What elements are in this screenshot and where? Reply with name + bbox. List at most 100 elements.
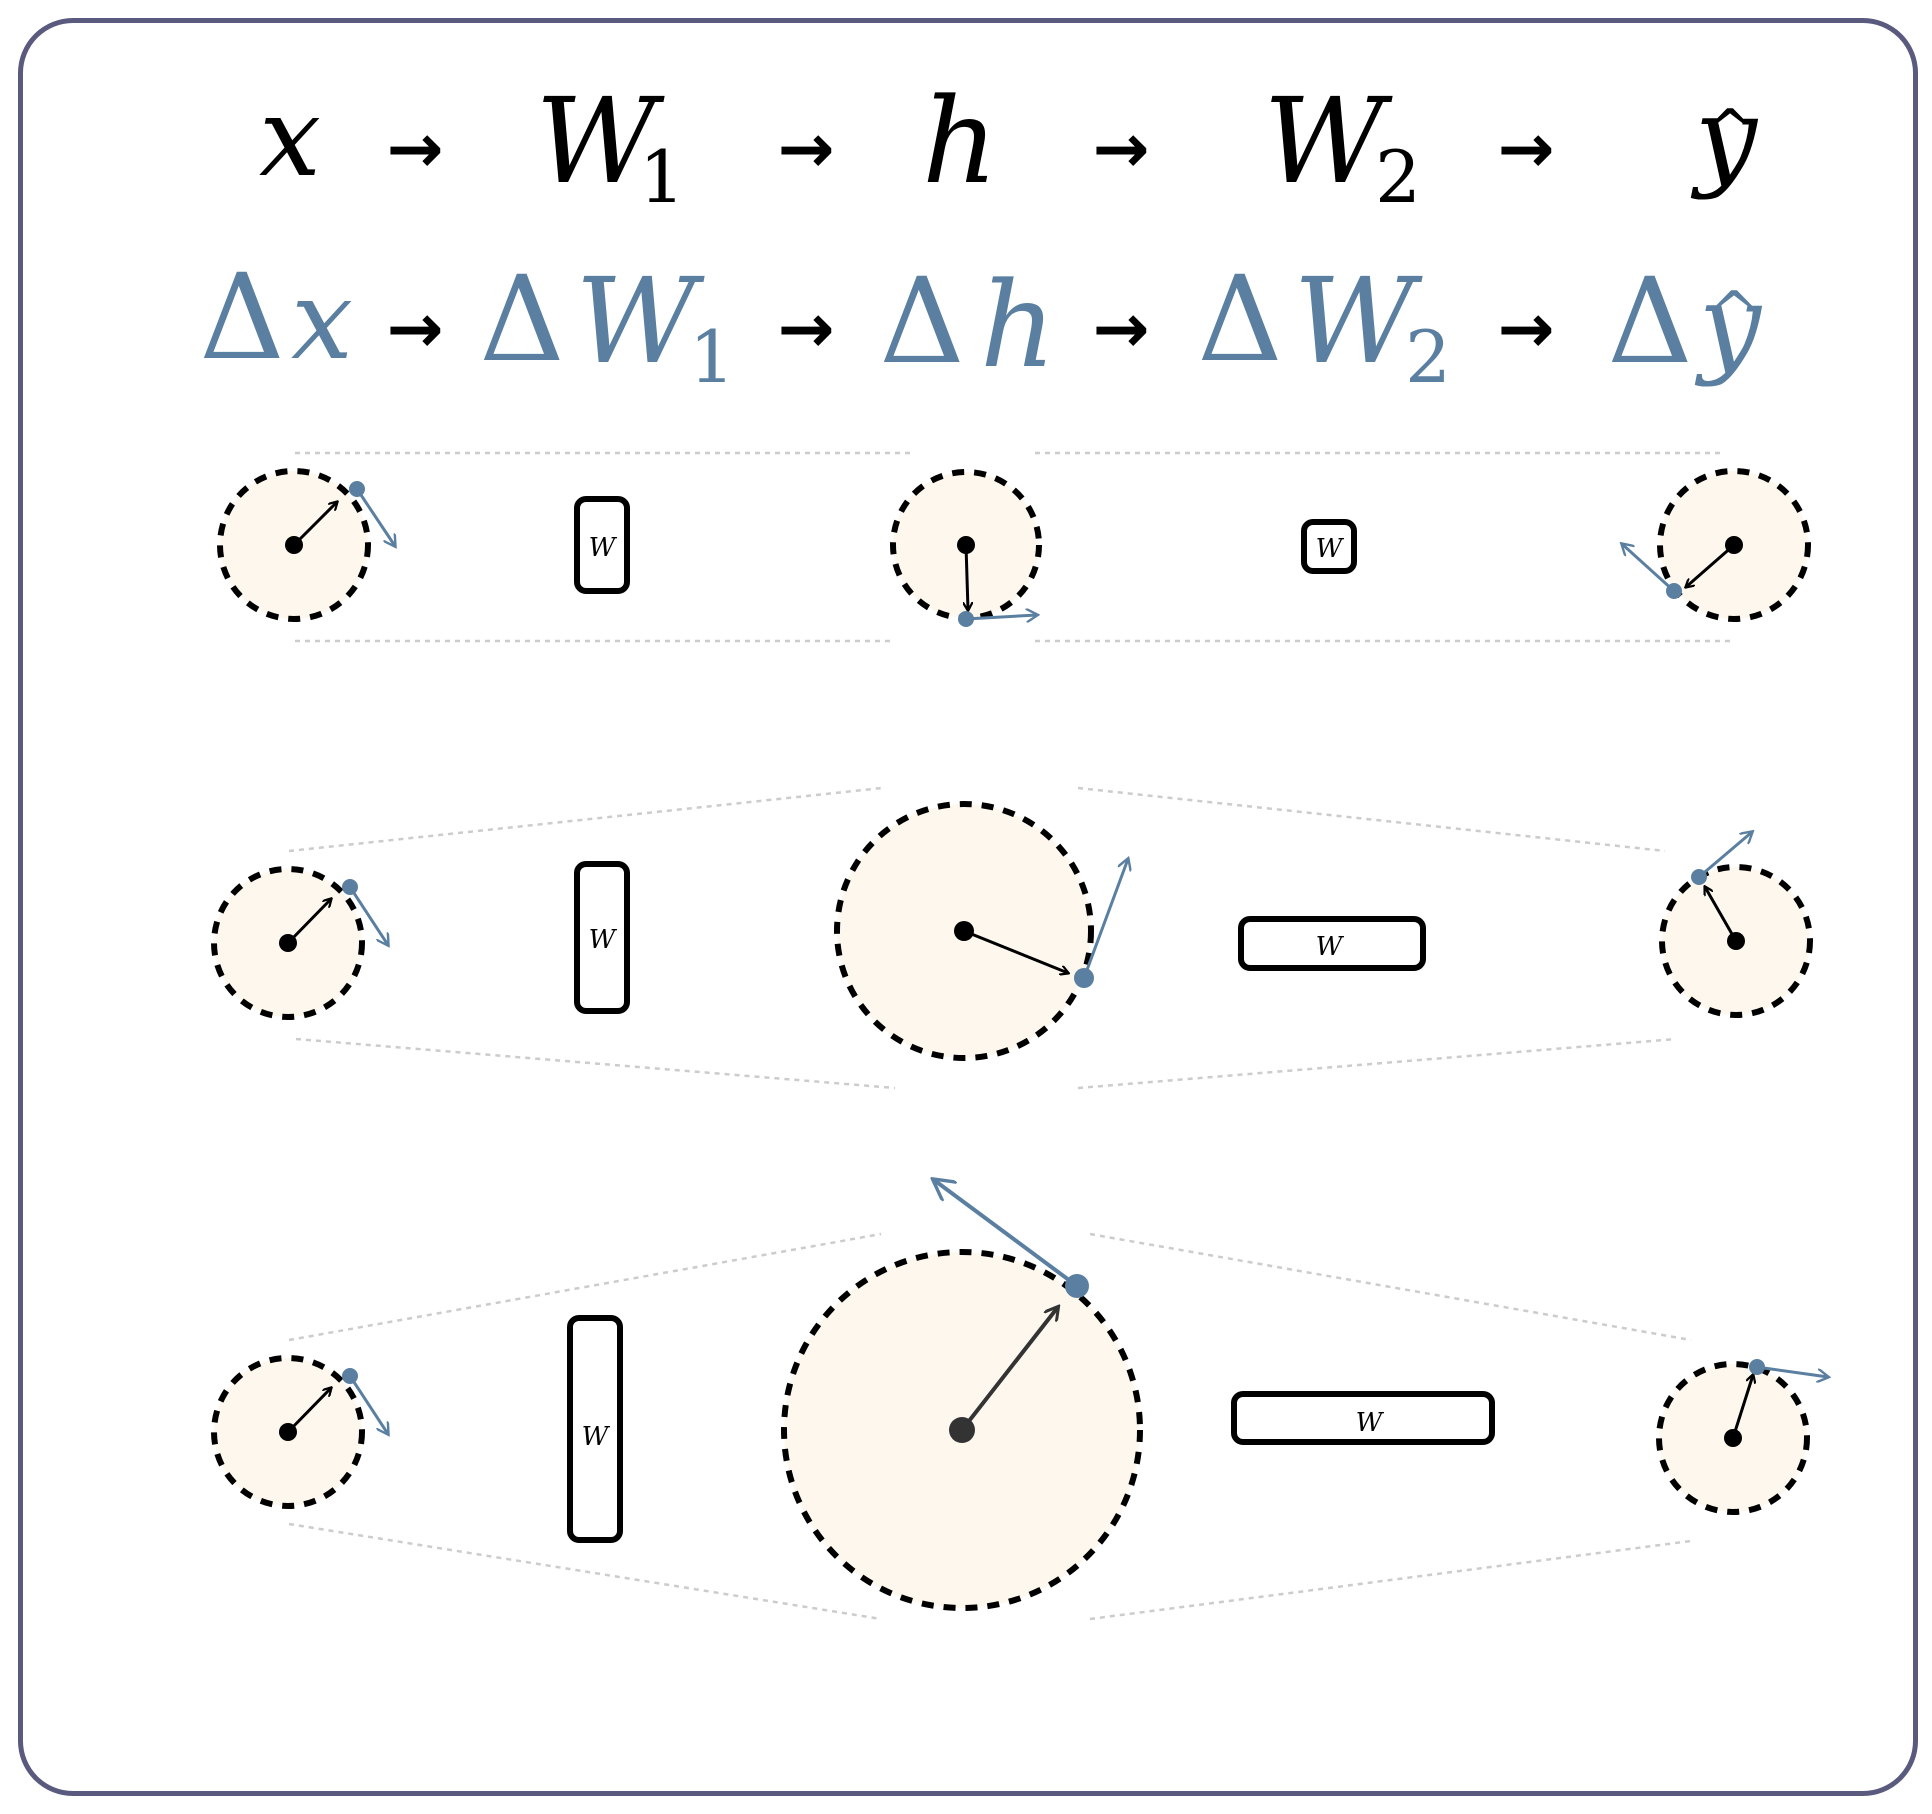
guide-line bbox=[295, 1037, 896, 1090]
eq-h: h bbox=[922, 72, 998, 210]
guide-line bbox=[1077, 786, 1666, 853]
delta-h-arrow bbox=[934, 1180, 1079, 1288]
y-perturbed-dot bbox=[1691, 869, 1707, 885]
guide-line bbox=[1089, 1232, 1692, 1342]
delta-h-arrow bbox=[1082, 859, 1128, 979]
h-perturbed-dot bbox=[1065, 1274, 1089, 1298]
eq-W2-sub: 2 bbox=[1375, 135, 1421, 219]
x-perturbed-dot bbox=[342, 879, 358, 895]
w1-box bbox=[574, 496, 630, 594]
w1-label: W bbox=[589, 925, 618, 955]
w1-matrix: W bbox=[574, 496, 630, 594]
w2-matrix: W bbox=[1231, 1391, 1495, 1445]
forward-equation: x → W 1 → h → W 2 → y ^ bbox=[259, 72, 1759, 219]
h-origin-dot bbox=[957, 536, 975, 554]
x-origin-dot bbox=[279, 934, 297, 952]
guide-line bbox=[288, 1232, 882, 1342]
eq-yhat-hat: ^ bbox=[1705, 97, 1755, 167]
eq-x: x bbox=[259, 73, 321, 201]
w2-box bbox=[1231, 1391, 1495, 1445]
delta-h-arrow bbox=[965, 615, 1037, 619]
y-origin-dot bbox=[1727, 932, 1745, 950]
w1-matrix: W bbox=[567, 1315, 623, 1543]
eq-delta-arrow-2: → bbox=[778, 290, 835, 369]
x-vector-arrow bbox=[286, 1388, 331, 1434]
y-perturbed-dot bbox=[1666, 583, 1682, 599]
w2-label: W bbox=[1316, 534, 1345, 564]
x-neuron bbox=[217, 468, 395, 622]
delta-x-arrow bbox=[348, 886, 388, 945]
w1-label: W bbox=[582, 1422, 611, 1452]
eq-arrow-1: → bbox=[387, 110, 444, 189]
eq-delta-W2-delta: Δ bbox=[1197, 250, 1282, 388]
h-vector-arrow bbox=[963, 929, 1068, 973]
h-origin-dot bbox=[954, 921, 974, 941]
guide-line bbox=[1077, 1037, 1677, 1090]
x-vector-arrow bbox=[292, 502, 337, 547]
h-vector-arrow bbox=[960, 1307, 1058, 1432]
eq-delta-h: h bbox=[980, 256, 1056, 394]
eq-delta-arrow-1: → bbox=[387, 290, 444, 369]
w2-matrix: W bbox=[1301, 519, 1357, 574]
w2-box bbox=[1238, 916, 1426, 971]
delta-y-arrow bbox=[1622, 544, 1676, 593]
guide-line bbox=[1089, 1539, 1692, 1621]
eq-delta-yhat-delta: Δ bbox=[1607, 252, 1692, 390]
eq-delta-W2-sub: 2 bbox=[1405, 315, 1451, 399]
h-perturbed-dot bbox=[958, 611, 974, 627]
x-origin-dot bbox=[279, 1423, 297, 1441]
y-neuron bbox=[1656, 1359, 1828, 1515]
eq-delta-arrow-4: → bbox=[1498, 290, 1555, 369]
h-perturbed-dot bbox=[1074, 968, 1094, 988]
delta-x-arrow bbox=[355, 488, 395, 546]
row-3: W W bbox=[211, 1180, 1828, 1621]
eq-delta-h-delta: Δ bbox=[879, 252, 964, 390]
h-vector-arrow bbox=[966, 544, 968, 610]
h-neuron bbox=[781, 1180, 1143, 1611]
w1-matrix: W bbox=[574, 861, 630, 1014]
x-perturbed-dot bbox=[349, 481, 365, 497]
x-vector-arrow bbox=[286, 899, 331, 945]
h-neuron bbox=[834, 801, 1128, 1061]
y-vector-arrow bbox=[1686, 543, 1735, 587]
y-origin-dot bbox=[1724, 1429, 1742, 1447]
eq-yhat: y bbox=[1690, 73, 1759, 201]
y-origin-dot bbox=[1725, 536, 1743, 554]
eq-delta-W1-sub: 1 bbox=[689, 315, 735, 399]
y-vector-arrow bbox=[1705, 887, 1738, 942]
y-neuron bbox=[1622, 468, 1811, 622]
y-perturbed-dot bbox=[1749, 1359, 1765, 1375]
h-neuron bbox=[890, 469, 1042, 627]
eq-arrow-3: → bbox=[1093, 110, 1150, 189]
guide-line bbox=[288, 786, 883, 853]
eq-W2: W bbox=[1263, 72, 1393, 210]
delta-x-arrow bbox=[348, 1375, 388, 1434]
x-origin-dot bbox=[285, 536, 303, 554]
eq-delta-x: x bbox=[291, 256, 353, 384]
eq-delta-yhat-hat: ^ bbox=[1709, 279, 1759, 349]
eq-delta-W1-delta: Δ bbox=[479, 250, 564, 388]
w2-label: W bbox=[1356, 1408, 1385, 1438]
y-neuron bbox=[1659, 832, 1813, 1018]
row-2-guides bbox=[288, 786, 1677, 1090]
eq-delta-yhat: y bbox=[1694, 260, 1763, 388]
eq-arrow-4: → bbox=[1498, 110, 1555, 189]
row-2: W W bbox=[211, 786, 1813, 1090]
eq-delta-x-delta: Δ bbox=[199, 248, 284, 386]
w2-label: W bbox=[1316, 932, 1345, 962]
row-1: W W bbox=[217, 451, 1811, 643]
eq-delta-arrow-3: → bbox=[1093, 290, 1150, 369]
x-neuron bbox=[211, 1355, 388, 1509]
eq-W1-sub: 1 bbox=[639, 135, 685, 219]
row-3-guides bbox=[288, 1232, 1692, 1621]
x-neuron bbox=[211, 866, 388, 1020]
eq-arrow-2: → bbox=[778, 110, 835, 189]
h-origin-dot bbox=[949, 1417, 975, 1443]
eq-delta-W2: W bbox=[1293, 252, 1423, 390]
x-perturbed-dot bbox=[342, 1368, 358, 1384]
w1-box bbox=[567, 1315, 623, 1543]
eq-W1: W bbox=[535, 72, 665, 210]
eq-delta-W1: W bbox=[575, 252, 705, 390]
y-vector-arrow bbox=[1731, 1375, 1753, 1439]
